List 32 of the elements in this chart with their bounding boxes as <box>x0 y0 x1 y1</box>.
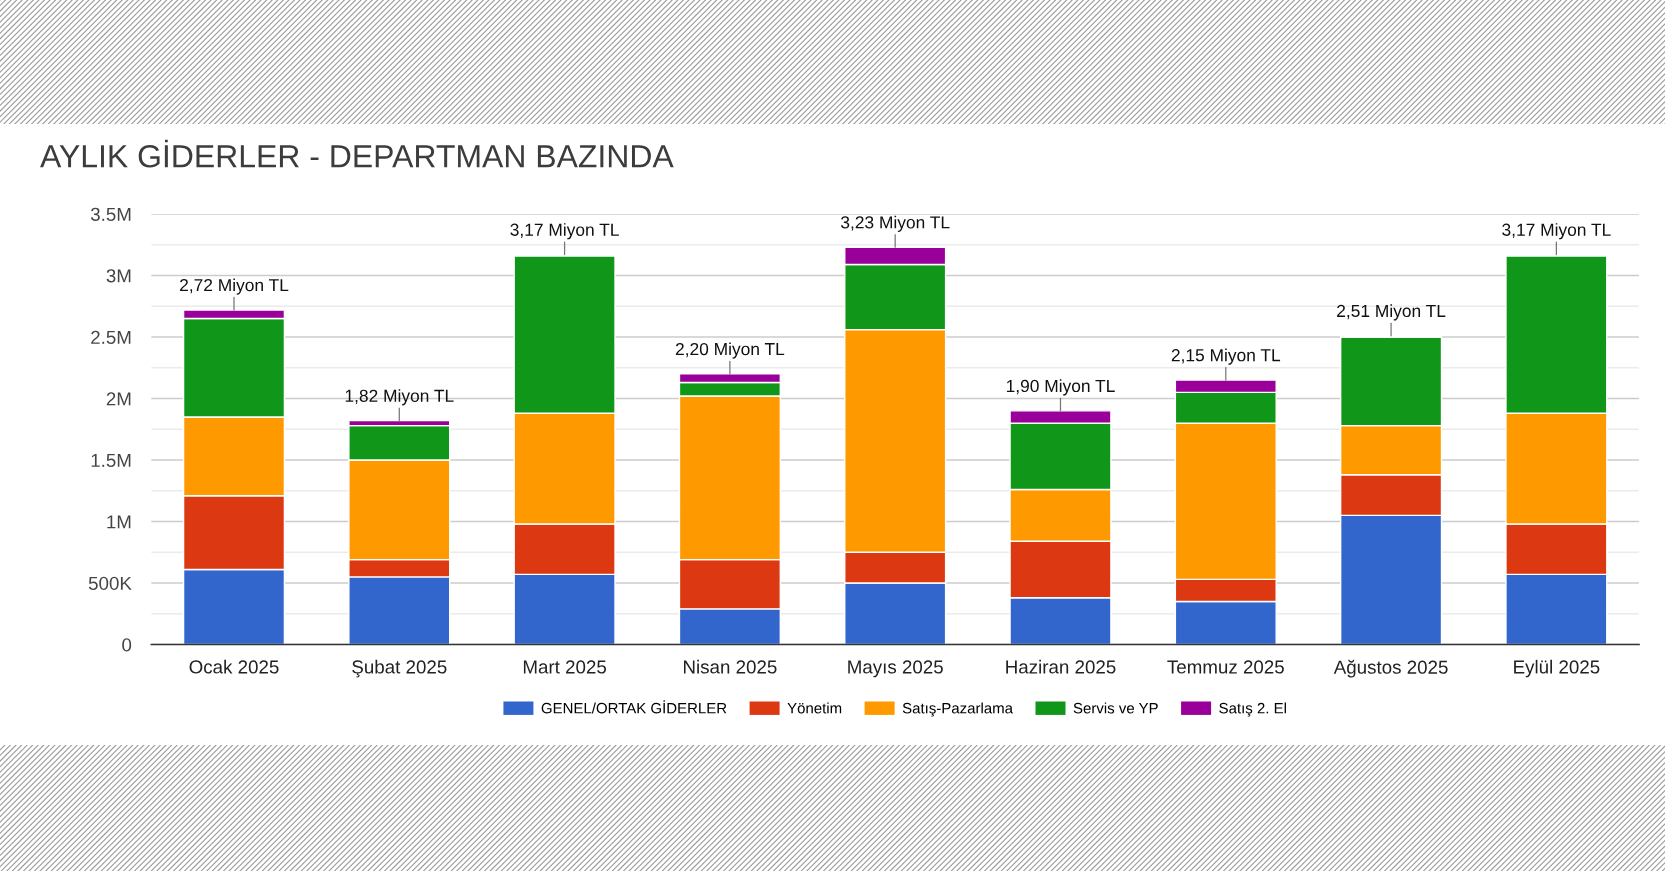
annotation: 3,23 Miyon TL <box>841 215 950 232</box>
annotation: 1,90 Miyon TL <box>1006 379 1115 396</box>
x-tick-label: Mayıs 2025 <box>848 660 943 678</box>
y-tick-label: 500K <box>88 576 132 591</box>
x-tick-label: Ağustos 2025 <box>1333 659 1448 678</box>
chart-title: AYLIK GİDERLER - DEPARTMAN BAZINDA <box>40 139 674 168</box>
annotation: 2,51 Miyon TL <box>1337 304 1446 321</box>
legend-label: Yönetim <box>787 702 842 714</box>
annotation: 3,17 Miyon TL <box>1502 223 1611 240</box>
annotation: 3,17 Miyon TL <box>510 223 619 240</box>
annotation: 1,82 Miyon TL <box>345 389 454 406</box>
y-tick-label: 0 <box>122 638 132 652</box>
legend-label: Servis ve YP <box>1073 702 1158 714</box>
y-tick-label: 2.5M <box>91 330 131 344</box>
annotation: 2,20 Miyon TL <box>675 342 785 359</box>
annotation: 2,15 Miyon TL <box>1171 348 1281 365</box>
x-tick-label: Temmuz 2025 <box>1167 660 1284 674</box>
x-tick-label: Haziran 2025 <box>1006 659 1116 674</box>
legend-label: GENEL/ORTAK GİDERLER <box>541 700 727 714</box>
legend-label: Satış 2. El <box>1219 702 1286 717</box>
annotation: 2,72 Miyon TL <box>180 278 289 295</box>
x-tick-label: Nisan 2025 <box>684 659 777 674</box>
x-tick-label: Şubat 2025 <box>352 659 447 678</box>
x-tick-label: Eylül 2025 <box>1514 659 1600 678</box>
y-tick-label: 2M <box>106 392 131 406</box>
y-tick-label: 1M <box>107 515 131 529</box>
x-tick-label: Ocak 2025 <box>189 659 279 674</box>
y-tick-label: 3M <box>106 269 131 283</box>
legend-label: Satış-Pazarlama <box>902 702 1013 717</box>
y-tick-label: 1.5M <box>91 453 131 467</box>
x-tick-label: Mart 2025 <box>523 660 607 674</box>
y-tick-label: 3.5M <box>90 207 131 221</box>
